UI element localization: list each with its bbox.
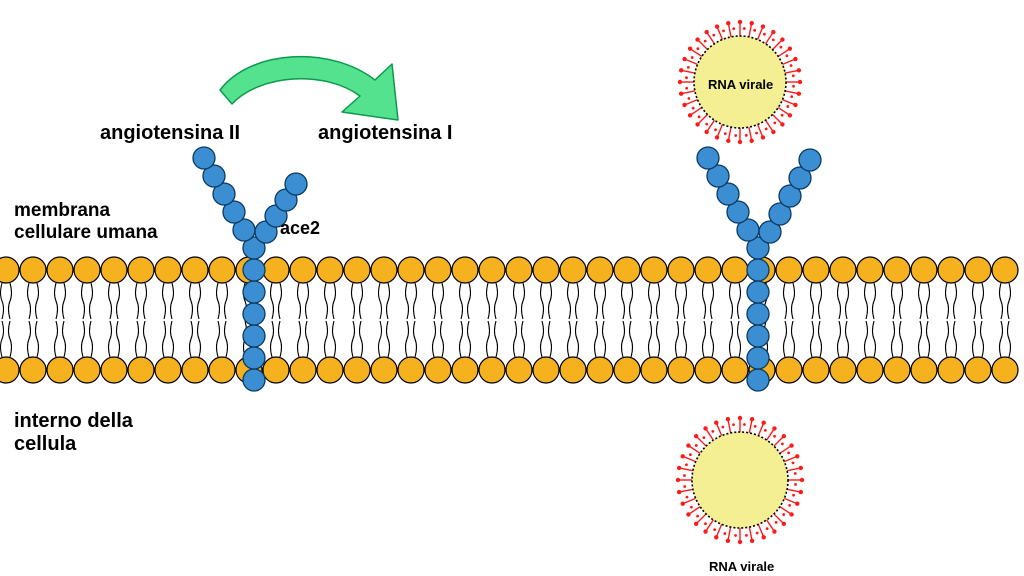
label-membrane: membrana cellulare umana: [14, 200, 158, 244]
virus-particle-bottom: [676, 416, 804, 544]
conversion-arrow-icon: [220, 57, 398, 120]
label-rna-top: RNA virale: [708, 78, 773, 93]
label-angiotensin-1: angiotensina I: [318, 122, 452, 145]
label-ace2: ace2: [280, 218, 320, 239]
label-rna-bottom: RNA virale: [709, 560, 774, 575]
label-angiotensin-2: angiotensina II: [100, 122, 240, 145]
lipid-heads: [0, 257, 1018, 383]
label-cell-interior: interno della cellula: [14, 410, 133, 456]
lipid-tails: [1, 283, 1011, 357]
